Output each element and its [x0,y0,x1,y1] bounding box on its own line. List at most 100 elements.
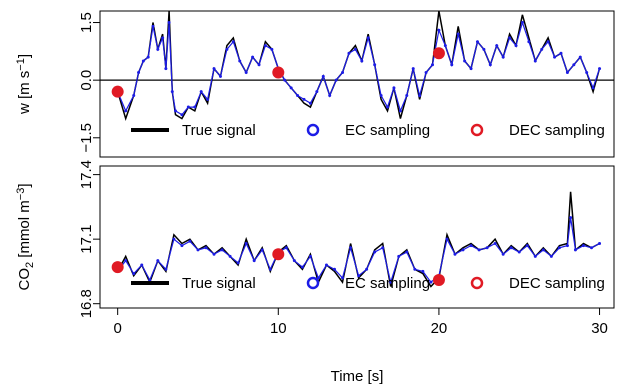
y-tick-label: 17.4 [78,160,95,189]
legend-label: EC sampling [345,275,430,292]
ec-sample-point [289,86,293,90]
ec-sample-point [450,63,454,67]
ec-sample-point [533,254,537,258]
ec-sample-point [477,248,481,252]
ec-sample-point [540,47,544,51]
x-tick-label: 10 [270,320,287,337]
panel-co2: 16.8 17.1 17.4 0 10 20 30 True signal EC sampl… [15,160,615,385]
series-points-dec-sampling-co2 [111,248,445,287]
ec-sample-point [413,267,417,271]
ec-sample-point [218,74,222,78]
ec-sample-point [140,263,144,267]
dec-sample-point [432,47,445,60]
ec-sample-point [180,113,184,117]
ec-sample-point [300,265,304,269]
ec-sample-point [167,21,171,25]
ec-sample-point [137,70,141,74]
ec-sample-point [411,67,415,71]
legend-label: DEC sampling [509,122,605,139]
ec-sample-point [296,94,300,98]
ec-sample-point [315,90,319,94]
y-tick-label: 17.1 [78,225,95,254]
x-tick-label: 20 [431,320,448,337]
ec-sample-point [398,109,402,113]
ec-sample-point [196,248,200,252]
dec-sample-point [111,85,124,98]
ec-sample-point [405,94,409,98]
ec-sample-point [180,244,184,248]
ec-sample-point [132,94,136,98]
ec-sample-point [251,55,255,59]
ec-sample-point [316,276,320,280]
ec-sample-point [379,94,383,98]
y-tick-label: 1.5 [78,12,95,33]
ec-sample-point [124,259,128,263]
ec-sample-point [590,246,594,250]
ec-sample-point [206,97,210,101]
ec-sample-point [146,55,150,59]
ec-sample-point [349,246,353,250]
y-tick-label: −1.5 [78,123,95,153]
legend-swatch-circle [306,276,320,290]
ec-sample-point [357,274,361,278]
ec-sample-point [231,40,235,44]
ec-sample-point [244,70,248,74]
ec-sample-point [212,67,216,71]
ec-sample-point [156,47,160,51]
ec-sample-point [392,86,396,90]
legend-swatch-circle [306,123,320,137]
y-axis-label-w: w [m s−1] [15,54,33,115]
ec-sample-point [193,105,197,109]
ec-sample-point [204,246,208,250]
ec-sample-point [173,109,177,113]
ec-sample-point [541,248,545,252]
ec-sample-point [573,248,577,252]
ec-sample-point [212,252,216,256]
ec-sample-point [488,63,492,67]
ec-sample-point [424,70,428,74]
ec-sample-point [525,244,529,248]
ec-sample-point [463,59,467,63]
ec-sample-point [485,246,489,250]
series-line-true-signal-w [116,11,601,122]
ec-sample-point [430,63,434,67]
series-line-ec-sampling-w [117,20,601,116]
ec-sample-point [591,86,595,90]
ec-sample-point [353,47,357,51]
x-axis-ticks: 0 10 20 30 [113,308,608,337]
ec-sample-point [334,78,338,82]
ec-sample-point [514,44,518,48]
ec-sample-point [418,94,422,98]
legend-label: True signal [182,122,256,139]
y-axis-label-co2: CO2 [mmol m−3] [15,183,36,290]
ec-sample-point [161,36,165,40]
ec-sample-point [333,267,337,271]
ec-sample-point [389,280,393,284]
ec-sample-point [469,67,473,71]
ec-sample-point [565,70,569,74]
ec-sample-point [308,101,312,105]
ec-sample-point [341,70,345,74]
ec-sample-point [252,259,256,263]
ec-sample-point [151,24,155,28]
ec-sample-point [148,278,152,282]
ec-sample-point [244,241,248,245]
ec-sample-point [284,246,288,250]
ec-sample-point [437,28,441,32]
ec-sample-point [482,47,486,51]
ec-sample-point [517,250,521,254]
plot-frame-w [99,10,615,158]
legend-swatch-circle [470,276,484,290]
ec-sample-point [268,267,272,271]
ec-sample-point [263,44,267,48]
ec-sample-point [429,280,433,284]
ec-sample-point [443,44,447,48]
ec-sample-point [186,105,190,109]
panel-w: −1.5 0.0 1.5 True signal EC sampling DEC sam… [15,10,615,158]
dec-sample-point [272,66,285,79]
ec-sample-point [141,59,145,63]
ec-sample-point [225,47,229,51]
legend-label: DEC sampling [509,275,605,292]
ec-sample-point [456,32,460,36]
